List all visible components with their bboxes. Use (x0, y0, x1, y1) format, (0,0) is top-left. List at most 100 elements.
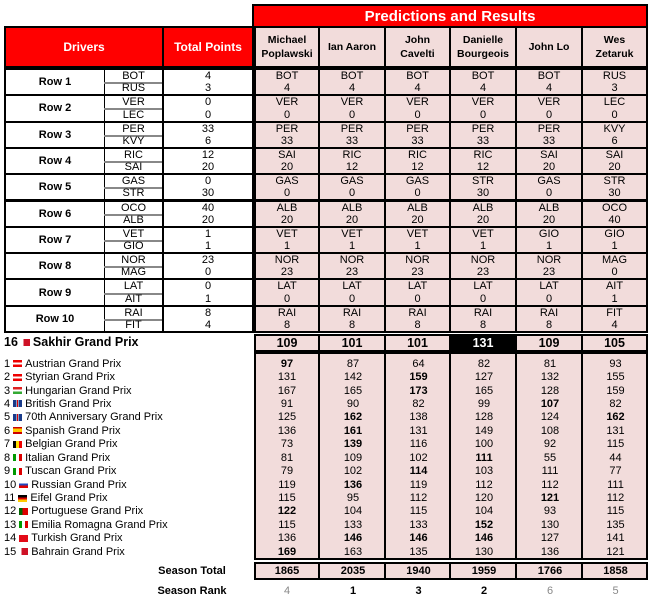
player-header: Michael Poplawski (254, 26, 320, 68)
prediction-cell (384, 278, 451, 307)
prediction-driver: GAS (340, 175, 364, 188)
prediction-points: 4 (414, 82, 421, 95)
prediction-points: 0 (611, 266, 618, 279)
divider (104, 82, 162, 85)
race-row-label: 13 Emilia Romagna Grand Prix (4, 518, 244, 531)
prediction-points: 1 (283, 240, 291, 252)
race-score: 108 (540, 424, 560, 437)
prediction-cell (449, 252, 517, 281)
race-score: 112 (475, 478, 493, 491)
race-score: 132 (540, 371, 560, 384)
race-score: 111 (541, 465, 559, 478)
race-score: 81 (280, 451, 294, 464)
race-score: 130 (540, 518, 560, 531)
flag-turkey-icon (19, 534, 29, 542)
prediction-points: 20 (542, 161, 556, 174)
race-name: 70th Anniversary Grand Prix (25, 411, 163, 424)
race-score: 135 (606, 518, 625, 531)
prediction-points: 0 (283, 292, 291, 305)
race-score: 120 (474, 492, 494, 504)
prediction-driver: RUS (602, 70, 627, 83)
flag-uk-icon (13, 400, 23, 408)
race-score: 55 (543, 451, 557, 464)
prediction-cell (384, 120, 451, 149)
prediction-driver: NOR (274, 254, 300, 267)
race-score: 82 (477, 357, 491, 370)
prediction-points: 30 (608, 187, 621, 200)
history-column (581, 352, 648, 560)
race-row-label: 15 Bahrain Grand Prix (4, 545, 244, 558)
prediction-points: 4 (479, 82, 487, 95)
current-race-label: 16 Sakhir Grand Prix (4, 334, 254, 350)
prediction-points: 33 (280, 134, 294, 147)
race-score: 135 (409, 545, 428, 558)
prediction-cell (581, 252, 648, 281)
title-banner: Predictions and Results (252, 4, 648, 29)
prediction-driver: VET (341, 227, 363, 240)
race-score: 79 (280, 465, 294, 478)
race-row-label: 9 Tuscan Grand Prix (4, 464, 244, 477)
prediction-driver: GIO (604, 227, 625, 240)
season-total-value: 1959 (471, 565, 497, 577)
race-score: 165 (474, 384, 494, 397)
prediction-points: 0 (414, 108, 421, 121)
prediction-points: 12 (476, 161, 490, 174)
race-number: 10 (4, 478, 17, 491)
race-row-label: 1 Austrian Grand Prix (4, 357, 244, 370)
race-score: 136 (540, 545, 560, 558)
prediction-points: 20 (345, 213, 359, 226)
prediction-points: 1 (414, 240, 421, 252)
driver-code: VET (122, 227, 145, 240)
prediction-points: 23 (542, 266, 556, 279)
driver-points: 0 (204, 266, 212, 279)
race-row-label: 11 Eifel Grand Prix (4, 491, 244, 504)
prediction-driver: GAS (275, 175, 299, 188)
race-score: 103 (474, 465, 494, 478)
driver-points: 0 (204, 175, 212, 188)
race-number: 16 (4, 335, 18, 349)
prediction-points: 1 (545, 240, 553, 252)
race-name: British Grand Prix (25, 397, 112, 410)
race-score: 138 (409, 411, 428, 424)
race-number: 9 (4, 465, 11, 478)
prediction-points: 1 (479, 240, 487, 252)
race-score: 112 (541, 478, 559, 491)
prediction-points: 20 (280, 161, 294, 174)
prediction-points: 30 (476, 187, 490, 200)
driver-points: 3 (204, 82, 212, 95)
prediction-points: 4 (611, 318, 618, 331)
race-score: 119 (409, 478, 428, 491)
race-score: 97 (280, 357, 294, 370)
race-score: 109 (343, 451, 363, 464)
race-number: 14 (4, 532, 17, 545)
race-score: 133 (343, 518, 363, 531)
race-score: 127 (540, 532, 560, 545)
row-label: Row 7 (38, 233, 72, 246)
race-score: 124 (540, 411, 560, 424)
prediction-points: 0 (479, 108, 487, 121)
prediction-cell (384, 173, 451, 202)
flag-uk-icon (13, 413, 23, 421)
driver-code: STR (122, 187, 145, 200)
prediction-points: 23 (280, 266, 294, 279)
prediction-driver: RIC (473, 148, 493, 161)
race-score: 162 (343, 411, 363, 424)
prediction-driver: LAT (407, 280, 428, 293)
race-score: 73 (280, 438, 294, 451)
race-score: 111 (607, 478, 624, 491)
driver-code: BOT (122, 70, 145, 83)
race-score: 146 (474, 532, 494, 545)
points-cell (162, 304, 254, 333)
driver-points: 33 (201, 122, 215, 135)
season-rank-value: 1 (349, 585, 357, 597)
race-name: Austrian Grand Prix (25, 357, 122, 370)
current-race-score: 109 (254, 334, 320, 352)
race-score: 122 (277, 505, 297, 518)
driver-code: NOR (121, 254, 146, 267)
divider (104, 280, 105, 305)
race-score: 44 (609, 451, 622, 464)
driver-code: LEC (122, 108, 145, 121)
season-rank-value: 4 (283, 585, 291, 597)
season-rank-label: Season Rank (157, 585, 227, 597)
race-name: Spanish Grand Prix (25, 424, 121, 437)
